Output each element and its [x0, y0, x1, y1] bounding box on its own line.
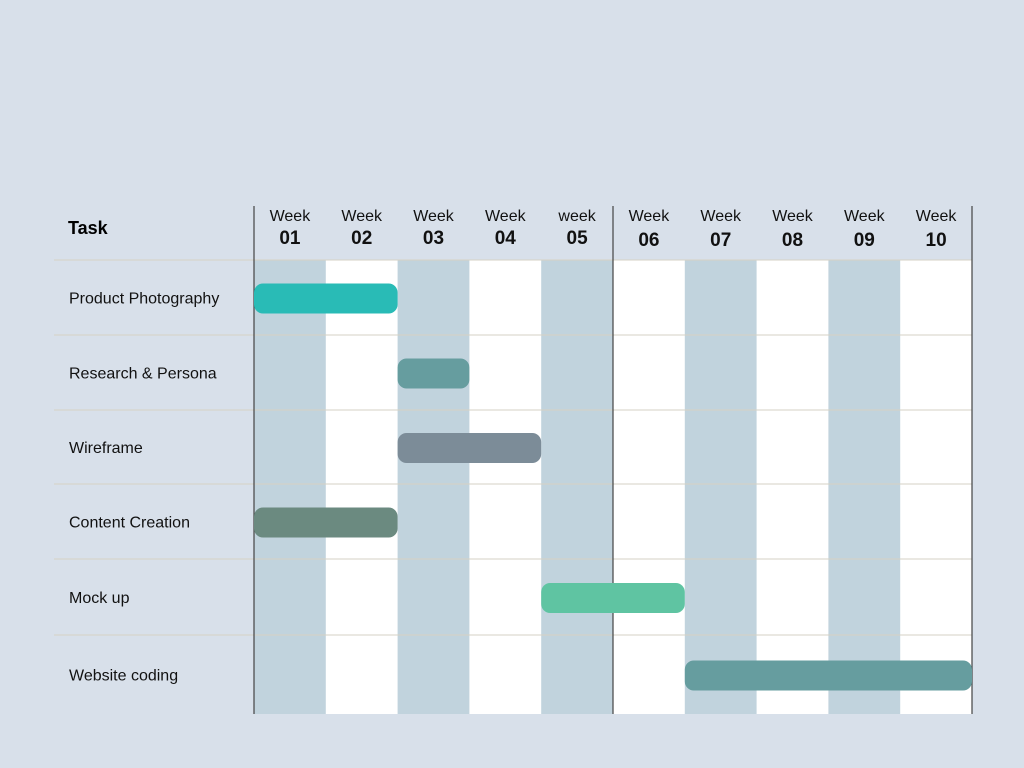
week-header-label: Week	[485, 208, 527, 225]
task-bars	[254, 283, 972, 691]
week-header-number: 02	[351, 228, 372, 249]
week-header-label: Week	[270, 208, 312, 225]
task-bar	[541, 583, 685, 613]
week-header-number: 10	[926, 230, 947, 251]
task-label: Research & Persona	[69, 366, 217, 383]
week-header-label: Week	[844, 208, 886, 225]
week-column-9	[828, 260, 901, 714]
week-columns	[254, 260, 973, 714]
week-header-number: 09	[854, 230, 875, 251]
task-bar	[397, 433, 542, 463]
task-label: Website coding	[69, 668, 178, 685]
week-header-label: week	[557, 208, 596, 225]
chart-header: Task Week 01 Week 02 Week 03 Week 04 week 05 Week 0…	[68, 208, 957, 251]
week-column-2	[325, 260, 399, 714]
week-header-number: 04	[495, 228, 517, 249]
chart-axis-lines	[253, 206, 973, 714]
week-header-label: Week	[341, 208, 383, 225]
week-column-7	[684, 260, 758, 714]
week-column-5	[541, 260, 614, 714]
task-bar	[397, 358, 470, 389]
task-bar	[684, 660, 972, 691]
week-header-number: 06	[638, 230, 659, 251]
task-bar	[254, 507, 398, 538]
week-header-number: 08	[782, 230, 803, 251]
week-header-label: Week	[413, 208, 455, 225]
week-header-label: Week	[700, 208, 742, 225]
task-label: Mock up	[69, 590, 130, 607]
week-header-label: Week	[772, 208, 814, 225]
week-header-number: 05	[567, 228, 589, 249]
week-header-label: Week	[629, 208, 671, 225]
week-header-number: 01	[279, 228, 301, 249]
week-column-10	[900, 260, 973, 714]
week-header-number: 07	[710, 230, 731, 251]
week-column-8	[756, 260, 829, 714]
week-column-4	[469, 260, 542, 714]
row-dividers	[54, 259, 972, 636]
week-column-6	[613, 260, 686, 714]
week-column-1	[254, 260, 327, 714]
week-header-number: 03	[423, 228, 444, 249]
task-bar	[254, 283, 398, 314]
task-label: Wireframe	[69, 440, 143, 457]
task-label: Product Photography	[69, 291, 219, 308]
week-header-label: Week	[916, 208, 958, 225]
task-column-header: Task	[68, 218, 109, 238]
task-label: Content Creation	[69, 515, 190, 532]
week-column-3	[397, 260, 470, 714]
task-labels: Product Photography Research & Persona Wir…	[69, 291, 219, 685]
